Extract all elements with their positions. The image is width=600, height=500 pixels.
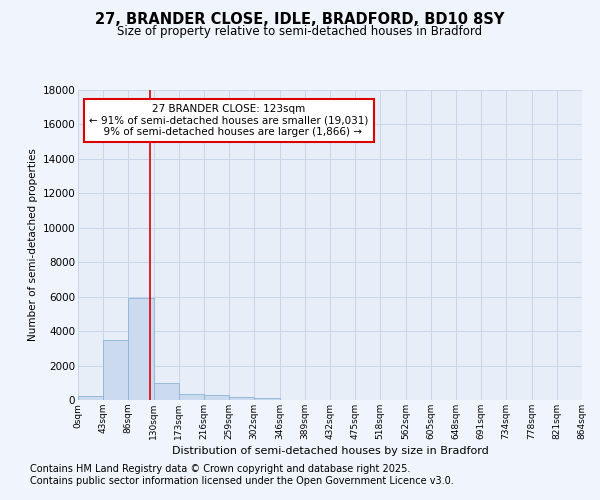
Text: Contains public sector information licensed under the Open Government Licence v3: Contains public sector information licen…	[30, 476, 454, 486]
Bar	[204, 395, 229, 400]
Bar	[78, 396, 103, 400]
Text: 27 BRANDER CLOSE: 123sqm
← 91% of semi-detached houses are smaller (19,031)
  9%: 27 BRANDER CLOSE: 123sqm ← 91% of semi-d…	[89, 104, 369, 137]
Y-axis label: Number of semi-detached properties: Number of semi-detached properties	[28, 148, 38, 342]
Bar	[179, 394, 204, 400]
Bar	[154, 383, 179, 400]
Text: Contains HM Land Registry data © Crown copyright and database right 2025.: Contains HM Land Registry data © Crown c…	[30, 464, 410, 474]
Bar	[128, 298, 154, 400]
Bar	[103, 340, 128, 400]
Bar	[254, 398, 280, 400]
Text: Size of property relative to semi-detached houses in Bradford: Size of property relative to semi-detach…	[118, 25, 482, 38]
Text: 27, BRANDER CLOSE, IDLE, BRADFORD, BD10 8SY: 27, BRANDER CLOSE, IDLE, BRADFORD, BD10 …	[95, 12, 505, 28]
X-axis label: Distribution of semi-detached houses by size in Bradford: Distribution of semi-detached houses by …	[172, 446, 488, 456]
Bar	[229, 397, 254, 400]
